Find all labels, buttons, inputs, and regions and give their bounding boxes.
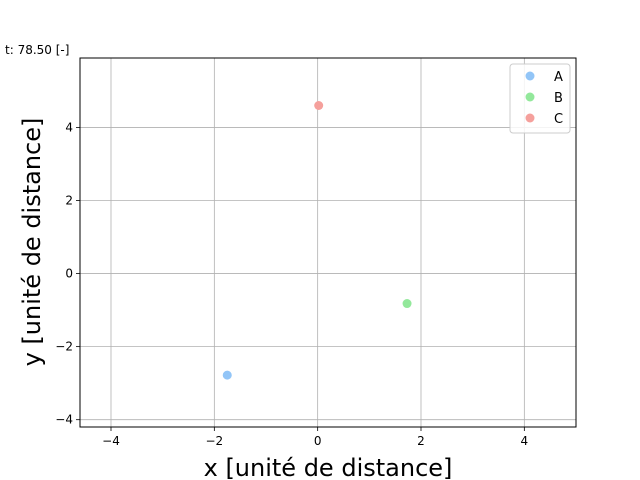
data-point-b [402,299,412,309]
plot-area [79,57,577,428]
y-tick-label: 2 [65,193,73,207]
legend-label-a: A [554,70,563,85]
y-tick-label: −2 [55,340,73,354]
data-points [222,100,412,380]
x-tick-label: −4 [102,434,120,448]
axis-ticks: −4 −2 0 2 4 −4 −2 0 2 4 [55,120,528,448]
x-axis-label: x [unité de distance] [204,454,453,480]
data-point-c [314,100,324,110]
chart-title: t: 78.50 [-] [5,43,69,57]
x-tick-label: 4 [521,434,529,448]
x-tick-label: 2 [417,434,425,448]
x-tick-label: 0 [314,434,322,448]
legend-label-c: C [554,112,563,127]
data-point-a [222,370,232,380]
y-axis-label: y [unité de distance] [18,118,46,367]
x-tick-label: −2 [205,434,223,448]
y-tick-label: 0 [65,267,73,281]
legend: ABC [509,63,571,134]
legend-marker-c [525,113,535,123]
legend-label-b: B [554,91,563,106]
y-tick-label: 4 [65,120,73,134]
y-tick-label: −4 [55,413,73,427]
legend-marker-b [525,92,535,102]
grid [80,58,576,427]
legend-marker-a [525,71,535,81]
legend-box [509,63,571,134]
